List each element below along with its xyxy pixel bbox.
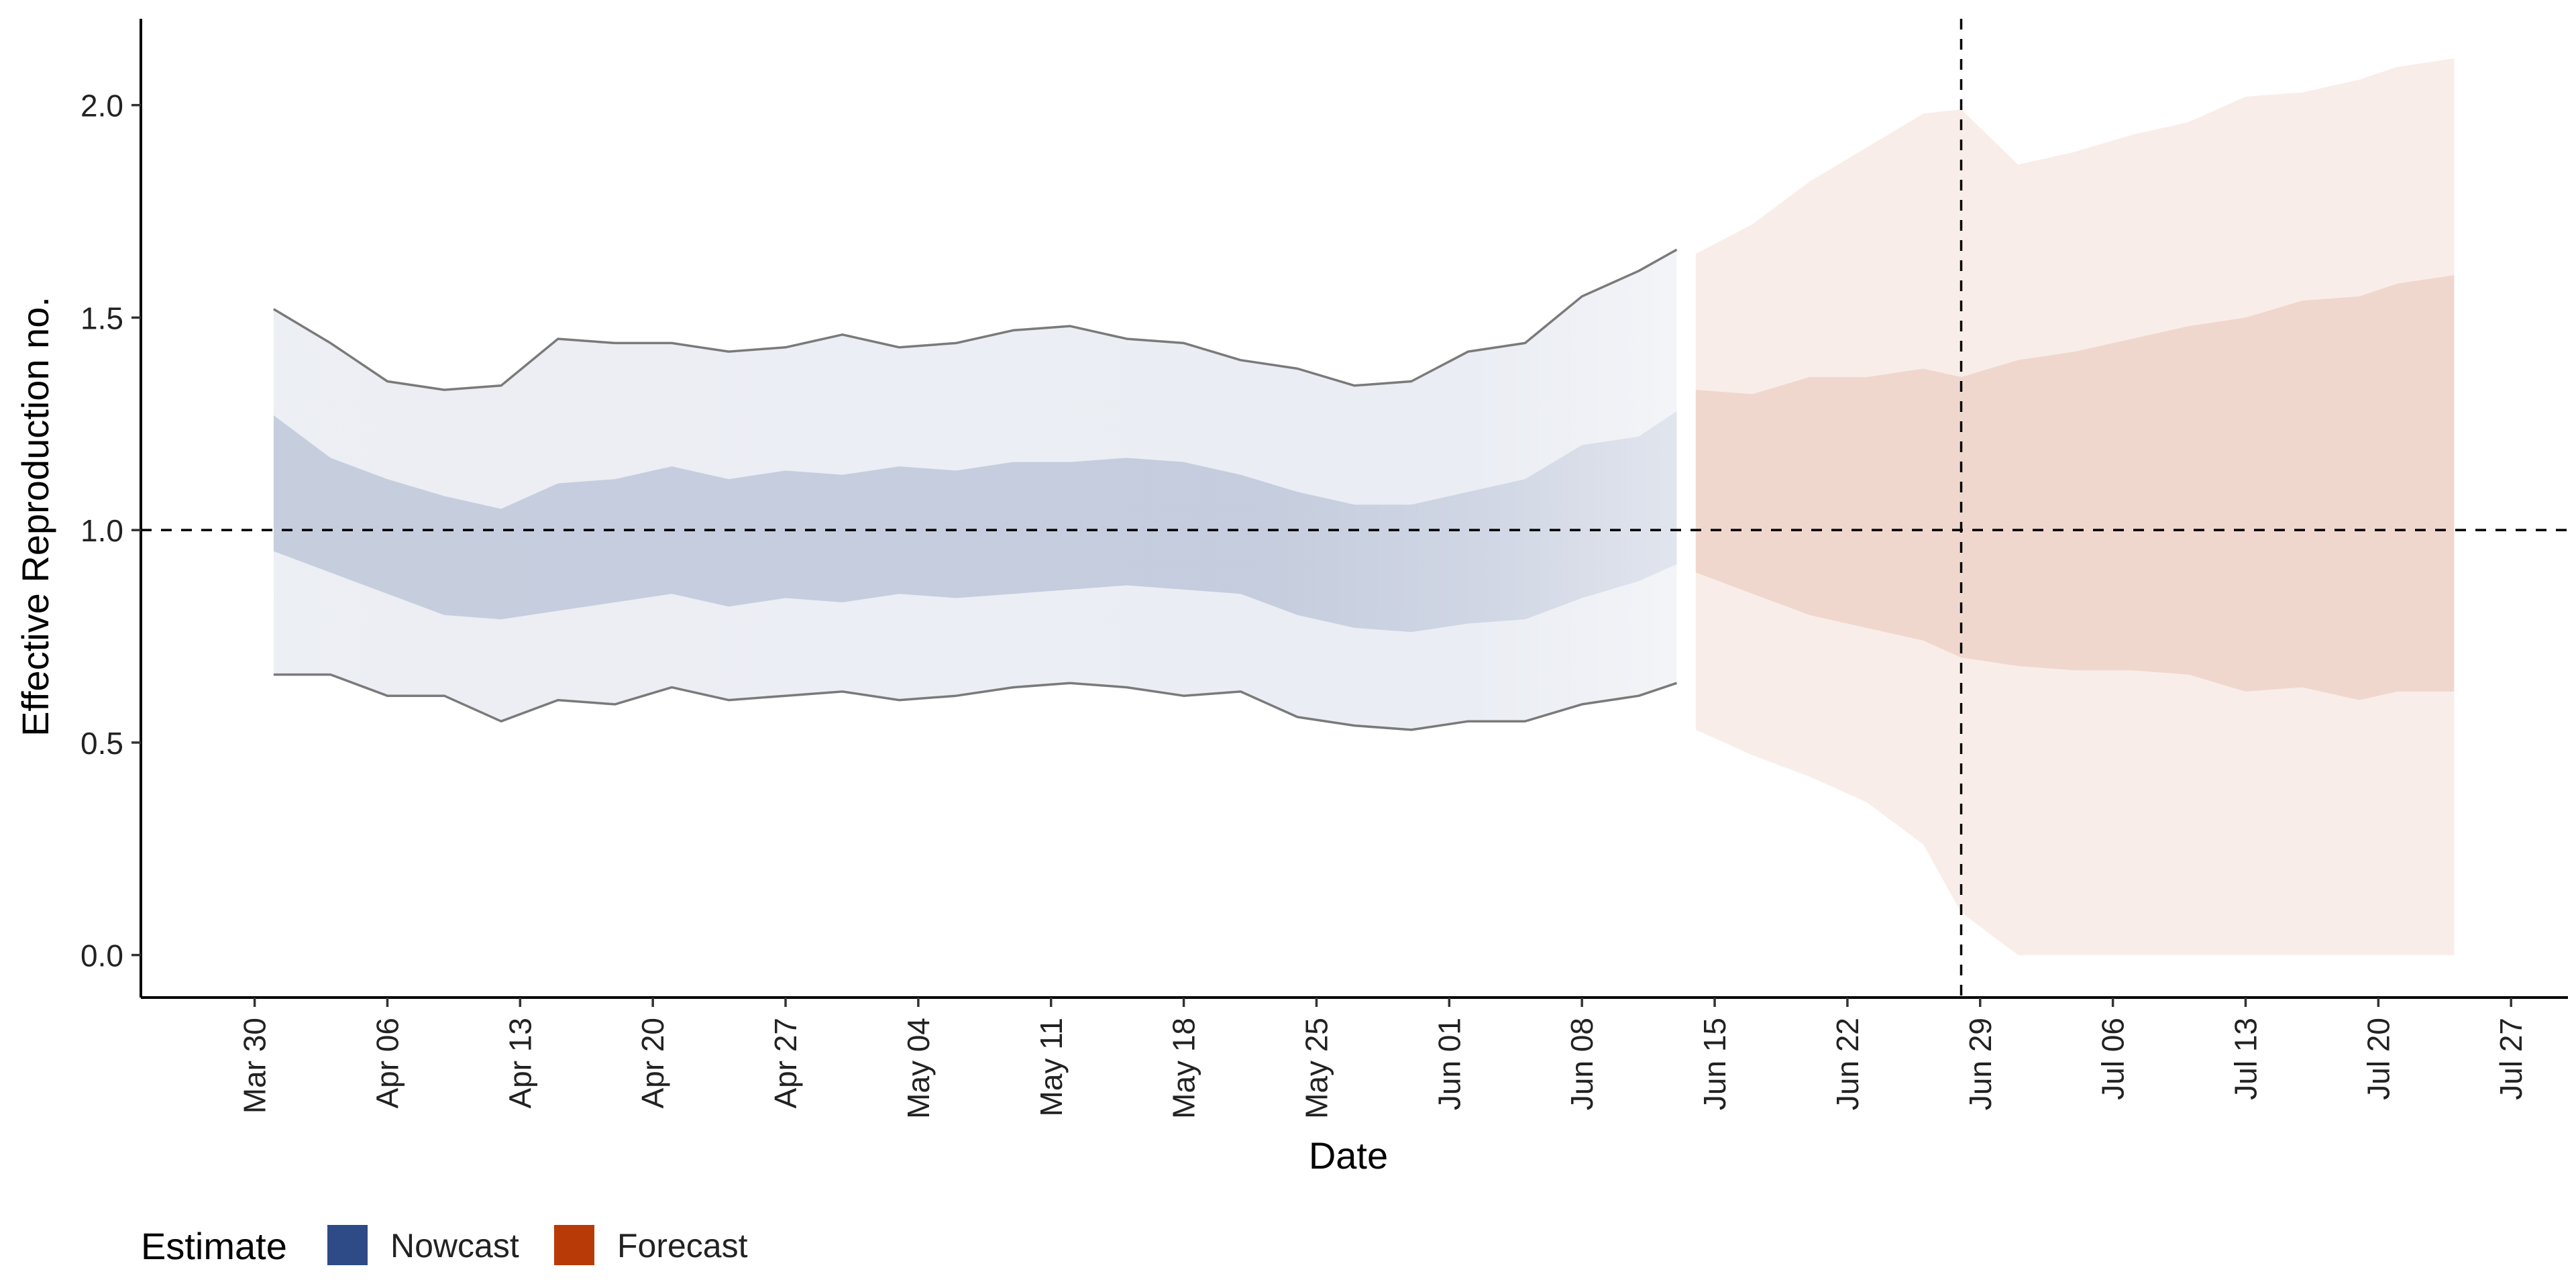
x-axis-title: Date [1309, 1134, 1388, 1177]
y-axis-title: Effective Reproduction no. [14, 297, 56, 737]
x-tick-label: Jun 29 [1963, 1018, 1998, 1110]
y-tick-label: 0.5 [80, 726, 123, 761]
x-tick-label: Jun 08 [1564, 1018, 1599, 1110]
x-tick-label: May 04 [901, 1018, 936, 1119]
x-tick-label: Apr 20 [635, 1018, 670, 1109]
x-tick-label: May 18 [1167, 1018, 1201, 1119]
x-tick-label: May 25 [1299, 1018, 1334, 1119]
legend-swatch-forecast [554, 1225, 594, 1265]
axes: 0.0 0.5 1.0 1.5 2.0 Mar 30 Apr 06 Apr 13 Apr 20 A… [80, 19, 2568, 1119]
nowcast-band-50 [273, 411, 1677, 633]
legend-label-nowcast: Nowcast [390, 1227, 519, 1265]
x-tick-label: Jul 20 [2361, 1018, 2396, 1100]
x-tick-label: Jun 01 [1432, 1018, 1466, 1110]
y-tick-label: 1.0 [80, 513, 123, 548]
forecast-band-50 [1695, 275, 2455, 700]
legend: Estimate Nowcast Forecast [141, 1225, 748, 1267]
legend-title: Estimate [141, 1225, 287, 1267]
x-tick-label: Jul 13 [2229, 1018, 2263, 1100]
x-tick-label: Apr 06 [370, 1018, 405, 1109]
y-tick-label: 2.0 [80, 89, 123, 123]
uncertainty-bands [273, 58, 2455, 955]
y-tick-label: 0.0 [80, 938, 123, 973]
x-tick-label: Jul 27 [2493, 1018, 2528, 1100]
x-tick-label: May 11 [1034, 1018, 1069, 1116]
legend-label-forecast: Forecast [617, 1227, 748, 1265]
x-tick-label: Apr 13 [502, 1018, 537, 1109]
x-tick-label: Jul 06 [2096, 1018, 2131, 1100]
x-tick-label: Apr 27 [768, 1018, 803, 1109]
x-tick-label: Mar 30 [237, 1018, 272, 1114]
y-tick-label: 1.5 [80, 301, 123, 335]
nowcast-lower90-line [273, 673, 1678, 731]
reference-lines [141, 19, 2568, 998]
x-tick-label: Jun 22 [1830, 1018, 1865, 1110]
x-tick-label: Jun 15 [1697, 1018, 1732, 1110]
nowcast-upper90-line [273, 248, 1678, 391]
forecast-band-90 [1695, 58, 2455, 955]
legend-swatch-nowcast [327, 1225, 368, 1265]
